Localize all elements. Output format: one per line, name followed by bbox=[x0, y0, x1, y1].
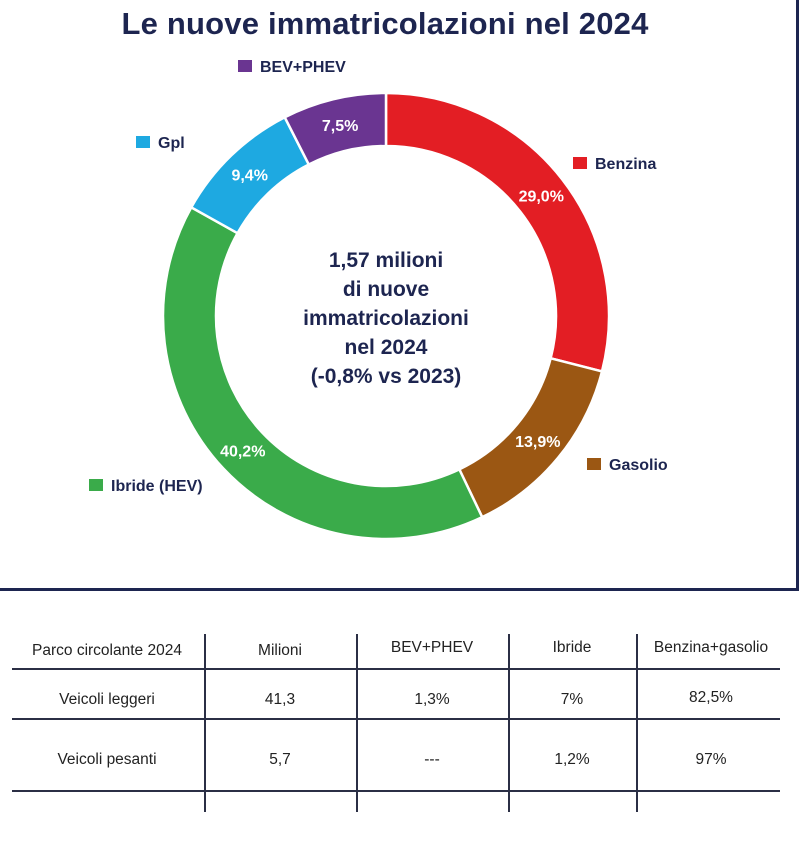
table-vline-1 bbox=[204, 634, 206, 812]
table-cell-pesanti-bev: --- bbox=[424, 751, 440, 768]
table-header-milioni: Milioni bbox=[258, 642, 302, 659]
table-cell-leggeri-ibride: 7% bbox=[560, 691, 584, 708]
center-line-4: nel 2024 bbox=[344, 336, 428, 359]
legend-swatch-gpl bbox=[136, 136, 150, 148]
legend-label-gasolio: Gasolio bbox=[609, 457, 668, 474]
table-vline-3 bbox=[508, 634, 510, 812]
slices-group bbox=[161, 91, 611, 541]
table-header-ibride: Ibride bbox=[552, 639, 592, 656]
slice-label-gasolio: 13,9% bbox=[515, 434, 560, 451]
table-line-row1 bbox=[12, 718, 780, 720]
center-summary: 1,57 milioni di nuove immatricolazioni n… bbox=[286, 246, 486, 391]
slice-bev-phev bbox=[283, 91, 388, 167]
legend-label-gpl: Gpl bbox=[158, 135, 185, 152]
table-line-bottom bbox=[12, 790, 780, 792]
legend-swatch-ibride-hev bbox=[89, 479, 103, 491]
legend-label-ibride-hev: Ibride (HEV) bbox=[111, 478, 203, 495]
table-cell-leggeri-milioni: 41,3 bbox=[264, 691, 296, 708]
slice-label-benzina: 29,0% bbox=[519, 189, 564, 206]
table-cell-pesanti-ibride: 1,2% bbox=[554, 751, 590, 768]
center-line-2: di nuove bbox=[342, 278, 430, 301]
center-line-1: 1,57 milioni bbox=[328, 249, 444, 272]
table-vline-4 bbox=[636, 634, 638, 812]
chart-title: Le nuove immatricolazioni nel 2024 bbox=[121, 6, 649, 41]
table-vline-2 bbox=[356, 634, 358, 812]
slice-labels-group: 29,0% 13,9% 40,2% 9,4% 7,5% bbox=[220, 118, 564, 461]
slice-label-ibride-hev: 40,2% bbox=[220, 444, 265, 461]
table-cell-pesanti-label: Veicoli pesanti bbox=[57, 751, 157, 768]
stats-table: Parco circolante 2024 Milioni BEV+PHEV I… bbox=[12, 634, 792, 814]
table-cell-leggeri-bev: 1,3% bbox=[414, 691, 450, 708]
table-header-parco: Parco circolante 2024 bbox=[32, 642, 182, 659]
legend-group: Benzina Gasolio Ibride (HEV) Gpl BEV+PHEV bbox=[89, 59, 668, 495]
center-line-3: immatricolazioni bbox=[303, 307, 469, 330]
chart-panel: Le nuove immatricolazioni nel 2024 29,0%… bbox=[0, 0, 799, 591]
legend-swatch-benzina bbox=[573, 157, 587, 169]
table-cell-leggeri-label: Veicoli leggeri bbox=[59, 691, 155, 708]
table-header-benzina-gasolio: Benzina+gasolio bbox=[653, 639, 769, 656]
slice-label-bev-phev: 7,5% bbox=[322, 118, 358, 135]
table-cell-pesanti-milioni: 5,7 bbox=[269, 751, 291, 768]
table-cell-leggeri-benzina: 82,5% bbox=[689, 689, 733, 706]
legend-label-benzina: Benzina bbox=[595, 156, 656, 173]
table-cell-pesanti-benzina: 97% bbox=[695, 751, 727, 768]
legend-swatch-gasolio bbox=[587, 458, 601, 470]
legend-swatch-bev-phev bbox=[238, 60, 252, 72]
table-header-bev-phev: BEV+PHEV bbox=[390, 639, 474, 656]
slice-label-gpl: 9,4% bbox=[231, 167, 267, 184]
donut-chart: 29,0% 13,9% 40,2% 9,4% 7,5% Benzina Gasolio Ib… bbox=[89, 59, 668, 541]
slice-ibride-hev bbox=[161, 205, 484, 541]
legend-label-bev-phev: BEV+PHEV bbox=[260, 59, 346, 76]
table-line-header bbox=[12, 668, 780, 670]
center-line-5: (-0,8% vs 2023) bbox=[310, 365, 462, 388]
